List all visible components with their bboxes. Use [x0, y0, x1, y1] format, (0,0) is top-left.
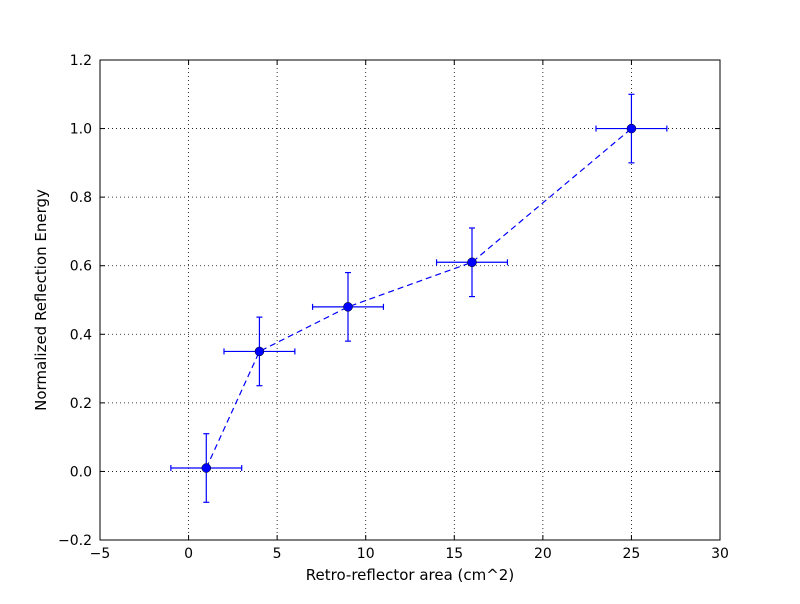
x-tick-label: 10 — [357, 546, 375, 562]
data-point — [201, 463, 212, 473]
tick-layer: −5 0 5 10 15 20 25 30 −0.2 0.0 0.2 0.4 0.6 0.8 1.0 1.2 — [58, 53, 729, 562]
x-tick-label: 5 — [273, 546, 282, 562]
x-axis-label: Retro-reflector area (cm^2) — [306, 566, 514, 584]
x-tick-label: 15 — [445, 546, 463, 562]
y-tick-label: −0.2 — [58, 533, 92, 549]
data-point — [343, 302, 353, 312]
x-tick-label: 30 — [711, 546, 729, 562]
x-tick-label: 20 — [534, 546, 552, 562]
x-tick-label: −5 — [90, 546, 111, 562]
y-tick-label: 0.8 — [70, 190, 92, 206]
series-line — [205, 128, 632, 469]
y-axis-label: Normalized Reflection Energy — [32, 189, 50, 411]
data-point — [254, 346, 265, 357]
data-point — [626, 123, 637, 134]
y-tick-label: 0.4 — [70, 327, 92, 343]
plot-frame — [99, 59, 721, 541]
y-tick-label: 1.2 — [70, 53, 92, 69]
y-tick-label: 1.0 — [70, 122, 92, 138]
x-tick-label: 0 — [184, 546, 193, 562]
series-layer — [170, 93, 668, 503]
y-tick-label: 0.6 — [70, 259, 92, 275]
y-tick-label: 0.0 — [70, 464, 92, 480]
data-point — [467, 257, 477, 268]
y-tick-label: 0.2 — [70, 396, 92, 412]
x-tick-label: 25 — [623, 546, 641, 562]
